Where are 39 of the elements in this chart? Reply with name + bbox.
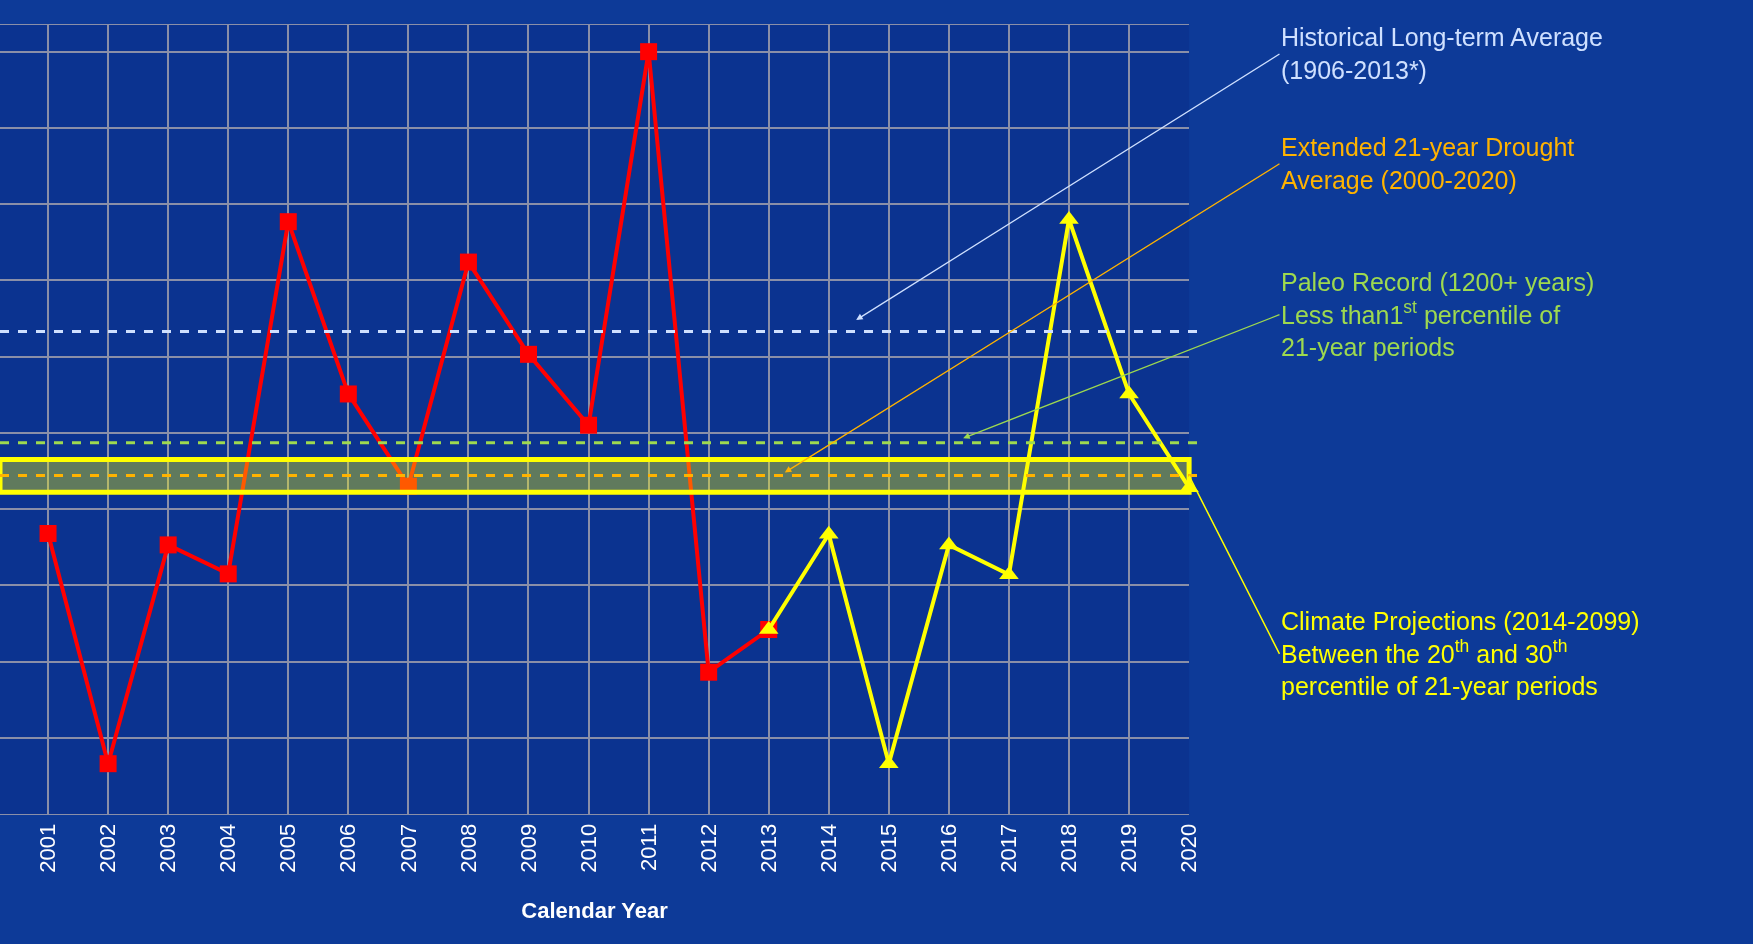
point <box>39 524 57 542</box>
x-tick-label: 2003 <box>155 823 181 873</box>
x-tick-label: 2009 <box>515 823 541 873</box>
x-tick-label: 2002 <box>95 823 121 873</box>
point <box>459 253 477 271</box>
point <box>1119 385 1139 399</box>
x-tick-label: 2011 <box>635 823 661 872</box>
x-tick-label: 2001 <box>35 823 61 873</box>
point <box>939 536 959 550</box>
x-tick-label: 2014 <box>815 823 841 873</box>
x-tick-label: 2012 <box>695 823 721 873</box>
x-tick-label: 2010 <box>575 823 601 873</box>
x-tick-label: 2004 <box>215 823 241 873</box>
point <box>519 345 537 363</box>
x-tick-label: 2015 <box>875 823 901 873</box>
point <box>700 663 718 681</box>
x-tick-label: 2005 <box>275 823 301 873</box>
point <box>99 755 117 773</box>
point <box>339 385 357 403</box>
band-label: Climate Projections (2014-2099) Between the 20$^{th}$ and 30$^{th}$ percentile of 21-year periods <box>1281 607 1640 700</box>
ref-line-label: Extended 21-year Drought Average (2000-2020) <box>1281 133 1575 194</box>
point <box>159 536 177 554</box>
point <box>219 565 237 583</box>
x-tick-label: 2020 <box>1176 823 1202 873</box>
point <box>580 416 598 434</box>
x-tick-label: 2006 <box>335 823 361 873</box>
ref-line-label: Paleo Record (1200+ years) Less than1$^{st}$ percentile of 21-year periods <box>1281 268 1595 361</box>
x-axis-title: Calendar Year <box>521 897 669 923</box>
x-tick-label: 2018 <box>1056 823 1082 873</box>
ref-line-label: Historical Long-term Average (1906-2013*) <box>1281 23 1603 84</box>
x-tick-label: 2008 <box>455 823 481 873</box>
x-tick-label: 2007 <box>395 823 421 873</box>
point <box>399 477 417 495</box>
x-tick-label: 2016 <box>936 823 962 873</box>
x-tick-label: 2019 <box>1116 823 1142 873</box>
x-tick-label: 2017 <box>996 823 1022 873</box>
point <box>279 213 297 231</box>
x-tick-label: 2013 <box>755 823 781 873</box>
point <box>640 43 658 61</box>
